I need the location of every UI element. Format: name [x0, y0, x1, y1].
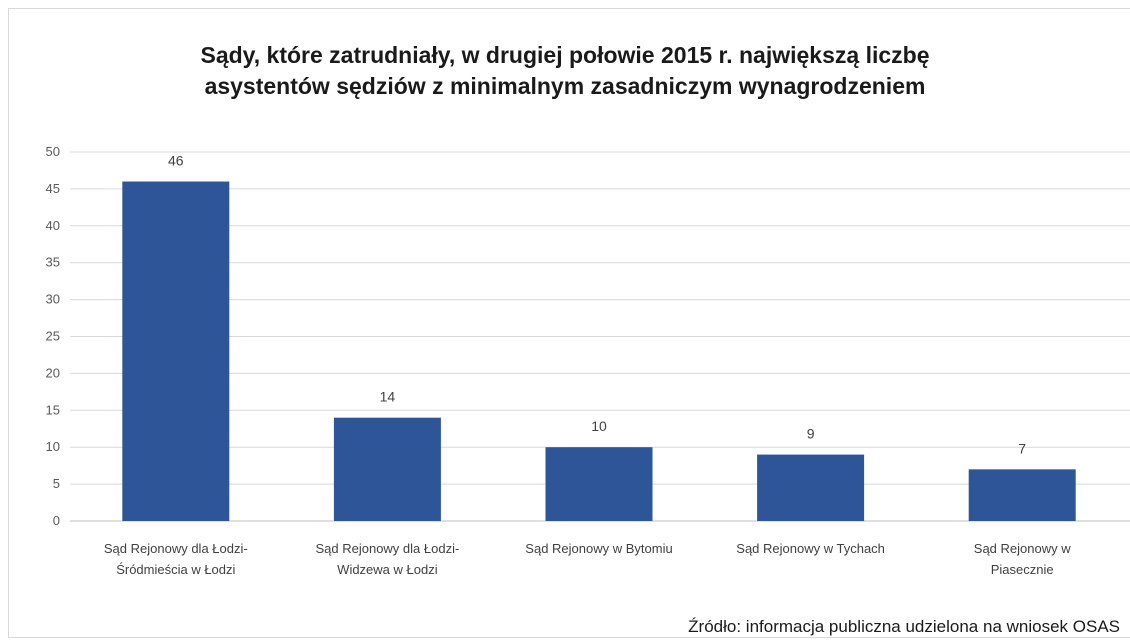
chart-title-line-1: Sądy, które zatrudniały, w drugiej połow… — [200, 42, 930, 68]
data-label: 9 — [807, 426, 815, 442]
x-tick-label: Sąd Rejonowy w Bytomiu — [525, 541, 672, 556]
x-tick-label: Widzewa w Łodzi — [337, 562, 438, 577]
y-tick-label: 10 — [46, 439, 60, 454]
y-tick-label: 15 — [46, 402, 60, 417]
data-label: 46 — [168, 153, 184, 169]
bar — [545, 447, 653, 521]
x-tick-label: Sąd Rejonowy dla Łodzi- — [104, 541, 248, 556]
y-tick-label: 40 — [46, 218, 60, 233]
y-tick-label: 25 — [46, 329, 60, 344]
bar — [757, 454, 865, 521]
x-tick-label: Sąd Rejonowy dla Łodzi- — [315, 541, 459, 556]
x-tick-label: Śródmieścia w Łodzi — [116, 562, 235, 577]
x-tick-label: Sąd Rejonowy w Tychach — [736, 541, 885, 556]
data-label: 14 — [380, 389, 396, 405]
x-tick-label: Sąd Rejonowy w — [974, 541, 1071, 556]
y-tick-label: 35 — [46, 255, 60, 270]
chart-title: Sądy, które zatrudniały, w drugiej połow… — [60, 40, 1070, 102]
bar — [122, 181, 230, 521]
data-label: 10 — [591, 418, 607, 434]
y-tick-label: 0 — [53, 513, 60, 528]
y-tick-label: 20 — [46, 365, 60, 380]
x-tick-label: Piasecznie — [991, 562, 1054, 577]
chart-title-line-2: asystentów sędziów z minimalnym zasadnic… — [204, 73, 926, 99]
y-tick-label: 5 — [53, 476, 60, 491]
source-note: Źródło: informacja publiczna udzielona n… — [688, 617, 1120, 636]
bar — [333, 417, 441, 521]
data-label: 7 — [1018, 440, 1026, 456]
y-tick-label: 45 — [46, 181, 60, 196]
y-tick-label: 30 — [46, 292, 60, 307]
bar — [968, 469, 1076, 521]
y-tick-label: 50 — [46, 144, 60, 159]
